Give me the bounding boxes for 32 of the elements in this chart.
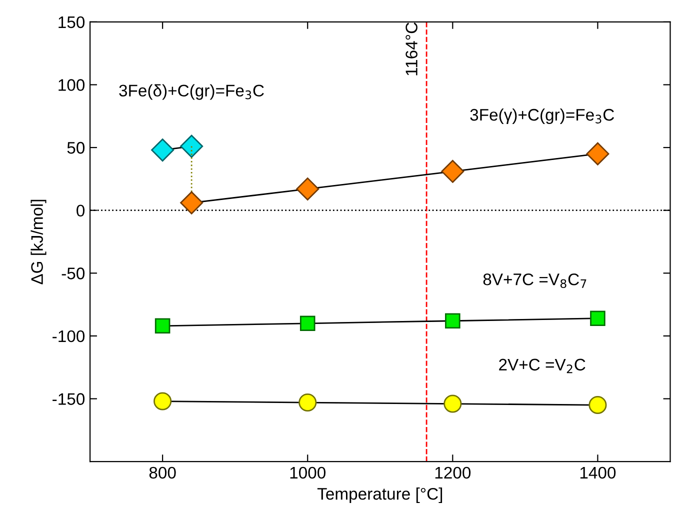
- x-tick-label: 800: [149, 466, 176, 479]
- point: [441, 160, 464, 183]
- point: [445, 313, 460, 329]
- text: 3Fe(δ)+C(gr)=Fe$_{3}$C: [119, 84, 264, 100]
- y-tick-label: 150: [58, 16, 85, 28]
- y-tick-label: 100: [58, 79, 85, 91]
- series-label: 3Fe(γ)+C(gr)=Fe$_{3}$C: [470, 108, 614, 124]
- point: [586, 142, 610, 166]
- series-label: 2V+C =V$_{2}$C: [499, 358, 586, 374]
- point: [590, 310, 606, 326]
- series-label: 8V+7C =V$_{8}$C$_{7}$: [483, 274, 586, 288]
- point: [151, 138, 174, 162]
- y-tick-label: -100: [52, 330, 85, 342]
- y-tick-label: 50: [67, 142, 85, 154]
- x-tick-label: 1400: [580, 466, 616, 479]
- point: [180, 134, 204, 158]
- x-axis-title: Temperature [°C]: [317, 488, 442, 504]
- point: [180, 191, 204, 214]
- x-tick-label: 1200: [435, 466, 471, 479]
- y-tick-label: -50: [62, 268, 85, 280]
- point: [298, 393, 317, 412]
- y-tick-label: 0: [76, 204, 85, 217]
- point: [588, 396, 607, 414]
- point: [300, 316, 316, 332]
- point: [154, 318, 170, 334]
- y-axis-title: ΔG [kJ/mol]: [30, 200, 46, 284]
- point: [154, 392, 172, 410]
- point: [444, 394, 462, 413]
- y-tick-label: -150: [52, 393, 85, 405]
- x-tick-label: 1000: [290, 466, 326, 479]
- ref-line-label: 1164°C: [406, 22, 418, 76]
- point: [296, 177, 320, 200]
